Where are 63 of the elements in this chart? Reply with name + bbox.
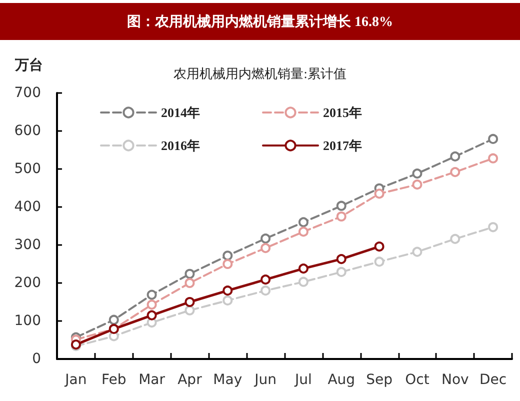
y-tick-label: 600 [14, 123, 41, 139]
x-tick-label: Jul [294, 372, 312, 388]
point [146, 300, 157, 310]
point [450, 167, 460, 178]
legend-label: 2017年 [323, 138, 362, 153]
point [450, 234, 460, 244]
x-tick-label: Sep [366, 372, 393, 388]
y-tick-label: 500 [14, 161, 41, 177]
legend-label: 2014年 [161, 105, 200, 120]
point [374, 188, 384, 199]
point [260, 243, 271, 254]
point [374, 256, 384, 267]
point [260, 274, 271, 285]
legend-label: 2016年 [161, 138, 200, 153]
x-tick-label: Jan [64, 372, 87, 388]
y-tick-label: 300 [14, 237, 41, 253]
x-tick-label: Mar [138, 372, 166, 388]
chart-title: 图：农用机械用内燃机销量累计增长 16.8% [0, 3, 520, 40]
point [146, 310, 157, 320]
point [374, 242, 384, 252]
point [260, 286, 271, 296]
y-axis-title: 万台 [14, 58, 43, 74]
point [184, 268, 195, 279]
legend-label: 2015年 [323, 105, 362, 120]
y-tick-label: 100 [14, 313, 41, 329]
point [336, 200, 346, 211]
x-tick-label: Apr [178, 372, 202, 388]
point [298, 226, 308, 237]
point [336, 212, 346, 222]
point [222, 295, 233, 306]
point [336, 266, 346, 277]
point [222, 259, 233, 269]
point [222, 286, 233, 296]
point [108, 314, 119, 325]
point [184, 278, 195, 288]
point [260, 234, 271, 244]
x-tick-label: Aug [328, 372, 356, 388]
point [336, 254, 346, 264]
x-tick-label: May [213, 372, 242, 388]
point [298, 276, 308, 287]
point [488, 222, 498, 232]
y-tick-label: 0 [32, 351, 41, 367]
y-tick-label: 700 [14, 85, 41, 101]
point [488, 153, 498, 164]
x-tick-label: Dec [479, 372, 507, 388]
chart-subtitle: 农用机械用内燃机销量:累计值 [174, 66, 346, 81]
point [412, 168, 422, 179]
point [146, 290, 157, 300]
point [488, 134, 498, 144]
point [222, 250, 233, 261]
point [412, 246, 422, 257]
point [184, 297, 195, 307]
point [450, 151, 460, 162]
y-tick-label: 200 [14, 275, 41, 291]
x-tick-label: Feb [101, 372, 126, 388]
x-tick-label: Nov [441, 372, 469, 388]
point [412, 180, 422, 190]
point [298, 264, 308, 274]
y-tick-label: 400 [14, 199, 41, 215]
x-tick-label: Jun [254, 372, 276, 388]
x-tick-label: Oct [405, 372, 430, 388]
point [298, 217, 308, 228]
point [184, 305, 195, 316]
